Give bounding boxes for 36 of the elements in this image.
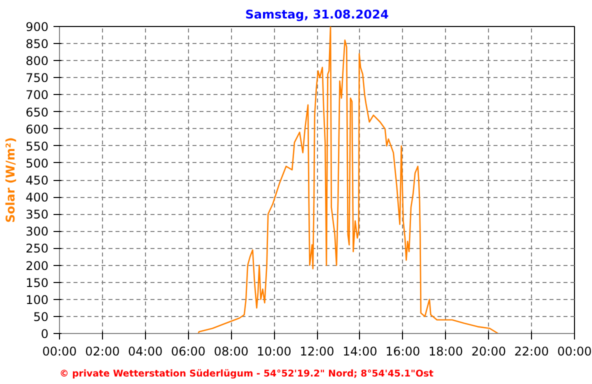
- x-tick-label: 00:00: [42, 344, 77, 358]
- y-tick-label: 150: [26, 276, 48, 290]
- y-tick-label: 600: [26, 122, 48, 136]
- y-tick-label: 500: [26, 156, 48, 170]
- y-tick-label: 900: [26, 20, 48, 34]
- x-tick-label: 20:00: [471, 344, 506, 358]
- y-tick-label: 750: [26, 71, 48, 86]
- x-tick-label: 16:00: [386, 344, 420, 358]
- chart-title: Samstag, 31.08.2024: [245, 8, 389, 22]
- x-tick-label: 02:00: [85, 344, 120, 358]
- x-tick-label: 08:00: [214, 344, 248, 358]
- y-tick-label: 400: [26, 190, 48, 205]
- x-tick-label: 06:00: [170, 344, 206, 358]
- y-axis-title: Solar (W/m²): [4, 137, 18, 223]
- text: © private Wetterstation Süderlügum - 54°52'19.2" Nord; 8°54'45.1"Ost: [60, 368, 434, 380]
- x-tick-label: 10:00: [256, 344, 292, 358]
- x-tick-label: 00:00: [557, 344, 592, 358]
- y-tick-label: 800: [26, 54, 48, 68]
- x-tick-label: 04:00: [128, 344, 163, 358]
- line-series: [198, 26, 499, 334]
- y-tick-label: 200: [26, 258, 48, 273]
- x-tick-label: 22:00: [514, 344, 549, 358]
- x-tick-label: 12:00: [300, 344, 334, 358]
- y-tick-label: 50: [33, 310, 49, 324]
- y-tick-label: 550: [26, 139, 48, 154]
- y-tick-label: 100: [26, 292, 48, 307]
- x-tick-label: 18:00: [428, 344, 464, 358]
- y-tick-label: 450: [26, 174, 48, 188]
- y-tick-label: 350: [26, 208, 48, 222]
- y-tick-label: 300: [26, 224, 48, 239]
- y-tick-label: 850: [26, 37, 48, 52]
- y-tick-label: 0: [40, 327, 49, 341]
- y-tick-label: 250: [26, 242, 48, 256]
- y-tick-label: 650: [26, 105, 48, 120]
- y-tick-label: 700: [26, 88, 48, 102]
- x-tick-label: 14:00: [342, 344, 378, 358]
